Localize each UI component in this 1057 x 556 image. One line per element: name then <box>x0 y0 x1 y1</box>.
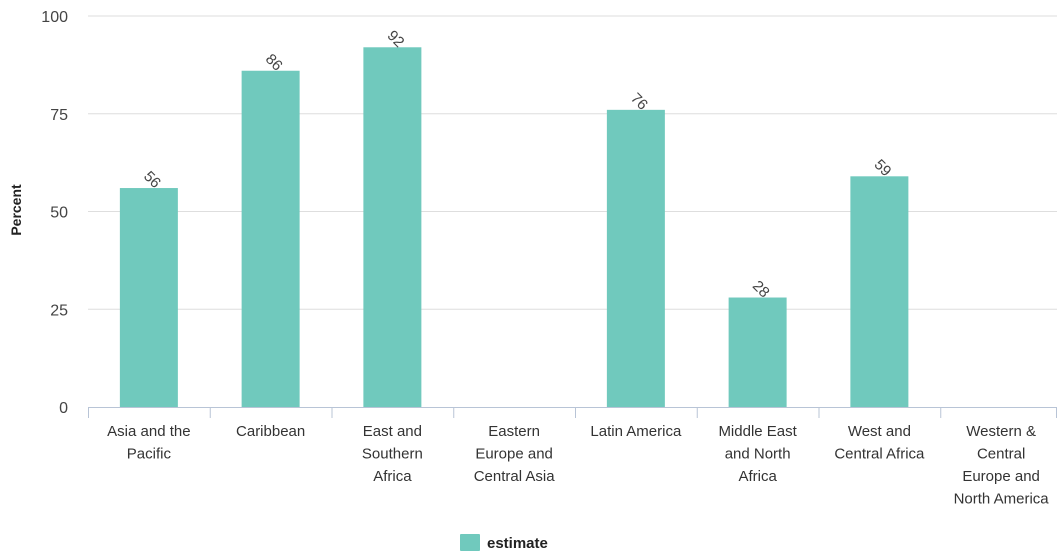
y-axis-ticks: 0 25 50 75 100 <box>41 9 68 417</box>
y-tick-label-100: 100 <box>41 9 68 26</box>
legend[interactable]: estimate <box>460 534 548 552</box>
y-tick-label-0: 0 <box>59 400 68 417</box>
x-axis: Asia and the Pacific Caribbean East and Sout… <box>88 407 1057 508</box>
x-tick-label-7: Western & Central Europe and North America <box>954 423 1050 508</box>
y-tick-label-25: 25 <box>50 302 68 319</box>
x-tick-label-1: Caribbean <box>236 423 305 440</box>
bar-4[interactable] <box>606 109 665 407</box>
legend-swatch-estimate[interactable] <box>460 534 480 551</box>
bar-2[interactable] <box>363 47 422 407</box>
bar-6[interactable] <box>850 176 909 407</box>
x-tick-label-6: West and Central Africa <box>834 423 925 463</box>
grid-lines <box>88 15 1057 310</box>
x-tick-label-5: Middle East and North Africa <box>718 423 797 485</box>
legend-label-estimate[interactable]: estimate <box>487 535 548 552</box>
x-tick-label-0: Asia and the Pacific <box>107 423 190 463</box>
bar-5[interactable] <box>728 297 787 407</box>
x-tick-label-4: Latin America <box>590 423 682 440</box>
y-tick-label-50: 50 <box>50 205 68 222</box>
bar-1[interactable] <box>241 70 300 408</box>
x-tick-label-2: East and Southern Africa <box>362 423 423 485</box>
y-tick-label-75: 75 <box>50 107 68 124</box>
y-axis-title: Percent <box>8 184 24 236</box>
bars <box>119 47 909 408</box>
x-tick-label-3: Eastern Europe and Central Asia <box>474 423 556 485</box>
bar-0[interactable] <box>119 188 178 407</box>
